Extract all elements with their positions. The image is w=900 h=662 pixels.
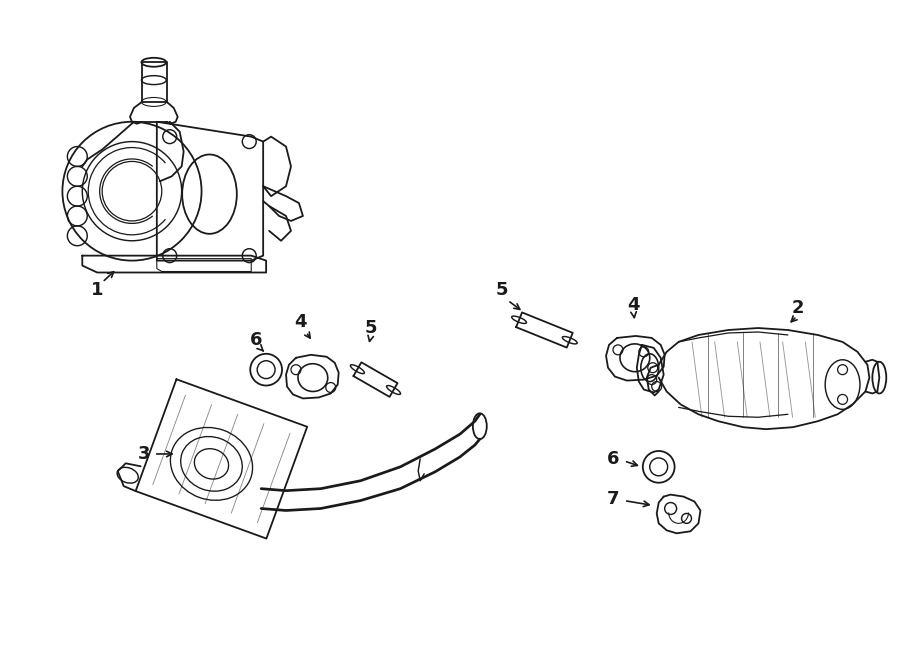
Text: 7: 7 xyxy=(607,490,619,508)
Text: 4: 4 xyxy=(627,296,640,314)
Text: 6: 6 xyxy=(250,331,263,349)
Text: 1: 1 xyxy=(91,281,104,299)
Text: 2: 2 xyxy=(792,299,804,317)
Text: 5: 5 xyxy=(364,319,377,337)
Text: 3: 3 xyxy=(138,445,150,463)
Text: 6: 6 xyxy=(607,450,619,468)
Text: 5: 5 xyxy=(495,281,508,299)
Text: 4: 4 xyxy=(294,313,307,331)
